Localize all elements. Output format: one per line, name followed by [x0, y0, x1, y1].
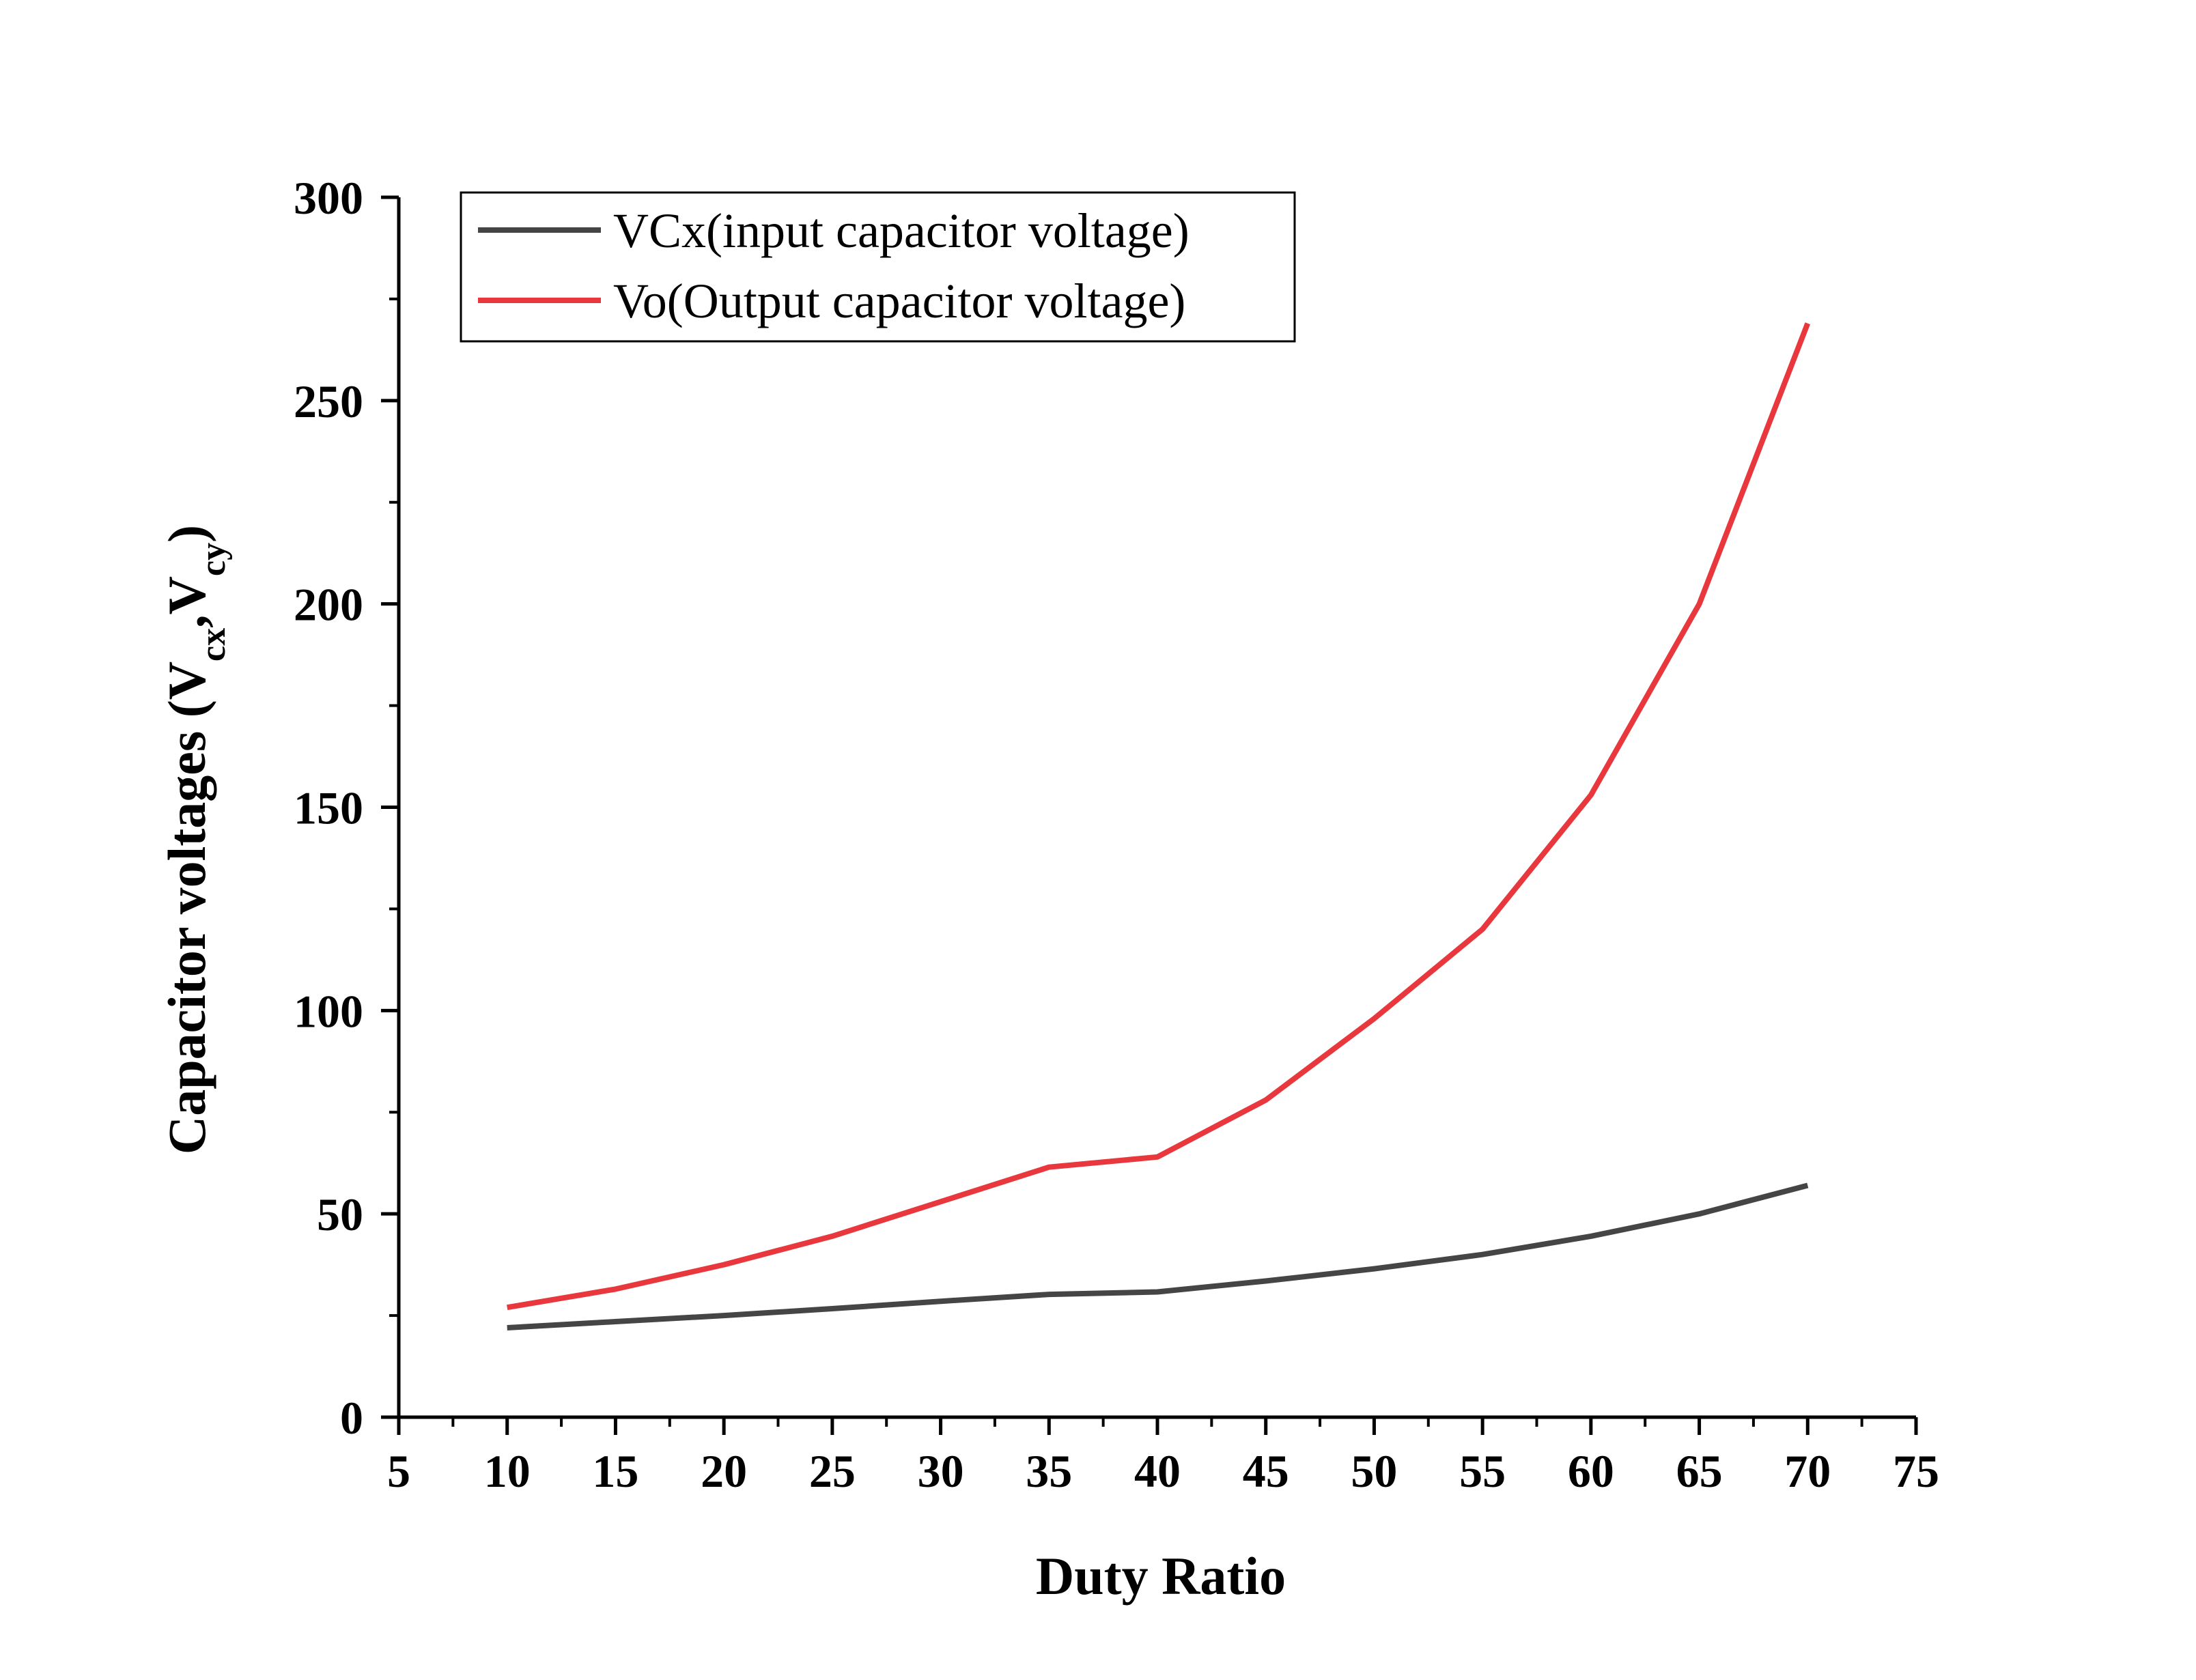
x-axis-title: Duty Ratio [1036, 1546, 1286, 1606]
x-tick-label: 45 [1243, 1445, 1289, 1497]
y-axis-title-prefix: Capacitor voltages (V [157, 661, 216, 1154]
x-tick-label: 25 [809, 1445, 856, 1497]
x-tick-label: 15 [592, 1445, 638, 1497]
legend-box [460, 191, 1296, 343]
y-axis-title: Capacitor voltages (Vcx,Vcy) [157, 525, 233, 1154]
y-tick-label: 200 [294, 579, 363, 631]
y-axis-title-suffix: ) [157, 525, 216, 543]
y-tick-label: 100 [294, 985, 363, 1037]
x-tick-label: 60 [1568, 1445, 1614, 1497]
x-tick-label: 20 [701, 1445, 747, 1497]
series-line-1 [507, 322, 1811, 1311]
x-tick-label: 35 [1026, 1445, 1072, 1497]
plot-layer: 0 50 100 150 200 250 300 5 10 15 20 25 30 35 40 45 50 55 6… [294, 172, 1939, 1497]
x-tick-label: 30 [918, 1445, 964, 1497]
x-tick-label: 50 [1351, 1445, 1397, 1497]
y-tick-label: 0 [340, 1392, 363, 1444]
x-tick-label: 65 [1676, 1445, 1723, 1497]
legend-label-vcx: VCx(input capacitor voltage) [613, 203, 1190, 258]
y-tick-label: 250 [294, 375, 363, 427]
x-tick-label: 40 [1134, 1445, 1181, 1497]
x-tick-label: 75 [1893, 1445, 1939, 1497]
y-tick-label: 150 [294, 782, 363, 834]
x-tick-label: 5 [387, 1445, 410, 1497]
x-tick-label: 55 [1459, 1445, 1506, 1497]
y-axis-title-sub1: cx [194, 628, 233, 661]
y-axis-title-sub2: cy [194, 543, 233, 576]
series-line-0 [507, 1182, 1809, 1330]
legend: VCx(input capacitor voltage) Vo(Output c… [460, 191, 1296, 343]
y-tick-label: 300 [294, 172, 363, 224]
x-tick-label: 10 [484, 1445, 531, 1497]
legend-label-vo: Vo(Output capacitor voltage) [613, 274, 1185, 328]
y-tick-label: 50 [317, 1188, 363, 1240]
y-axis-title-mid: ,V [157, 576, 216, 628]
x-tick-label: 70 [1784, 1445, 1831, 1497]
